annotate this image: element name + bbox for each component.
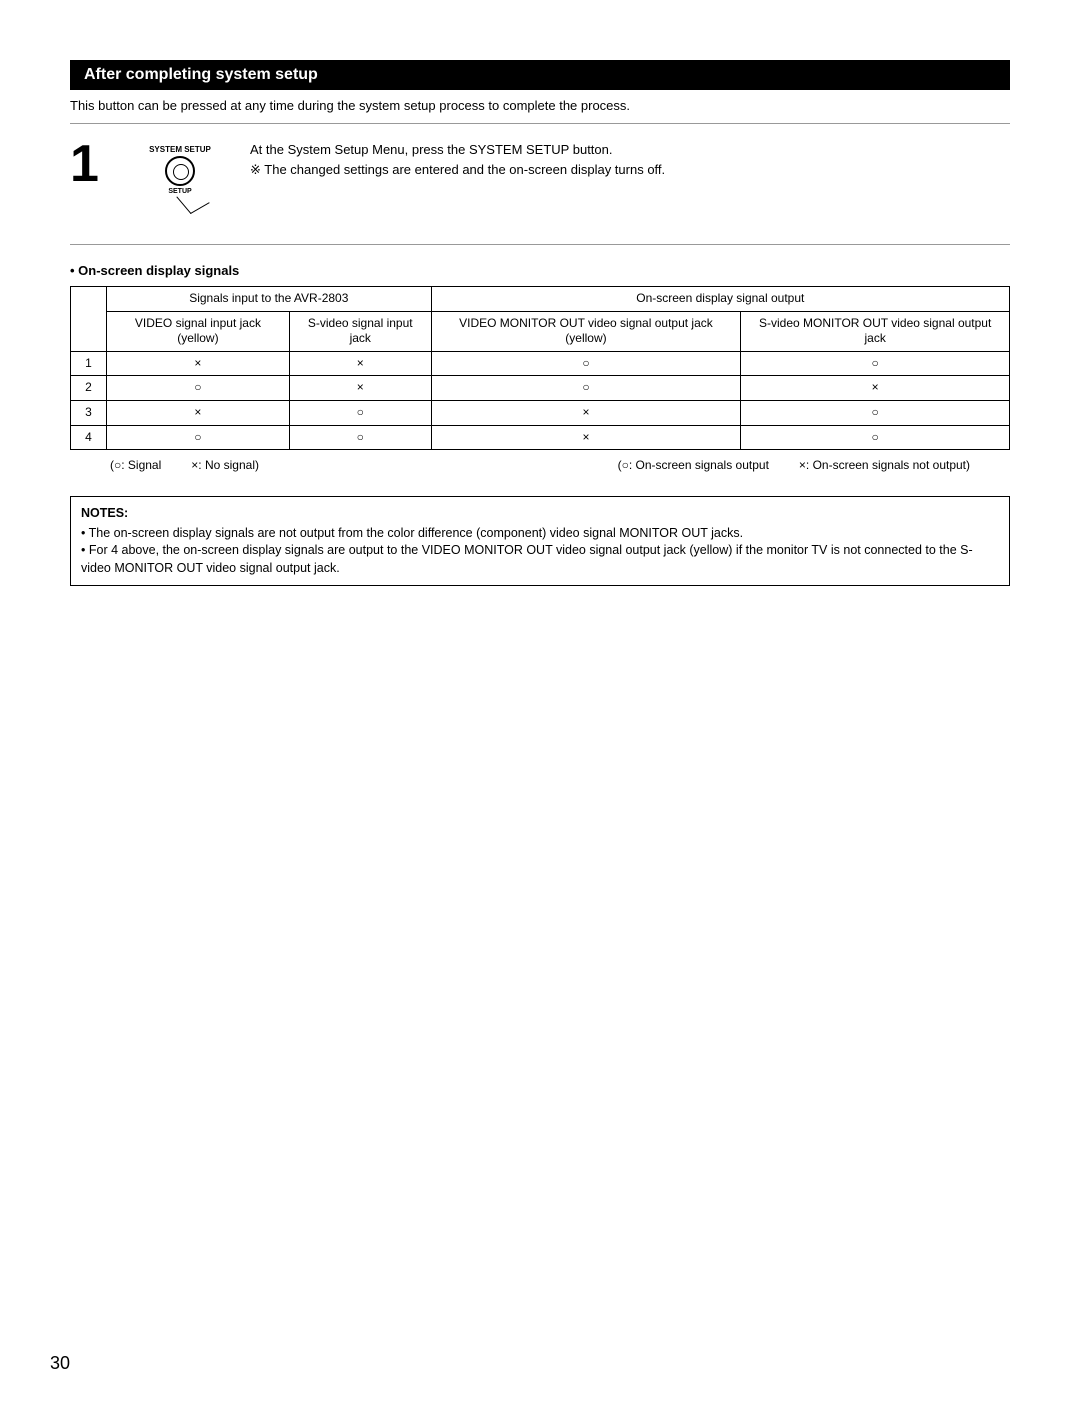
legend-row: (○: Signal ×: No signal) (○: On-screen s…	[70, 458, 1010, 472]
cell: ×	[107, 351, 290, 376]
table-row: 4 ○ ○ × ○	[71, 425, 1010, 450]
cell: ○	[289, 400, 431, 425]
table-col4: S-video MONITOR OUT video signal output …	[741, 311, 1010, 351]
cell: ○	[107, 376, 290, 401]
legend-right: (○: On-screen signals output ×: On-scree…	[618, 458, 970, 472]
page-number: 30	[50, 1353, 70, 1374]
row-num: 1	[71, 351, 107, 376]
legend-right-a: (○: On-screen signals output	[618, 458, 769, 472]
table-row: 2 ○ × ○ ×	[71, 376, 1010, 401]
step-line2: ※ The changed settings are entered and t…	[250, 160, 1010, 180]
cell: ○	[741, 400, 1010, 425]
cell: ○	[741, 351, 1010, 376]
notes-title: NOTES:	[81, 505, 999, 523]
intro-text: This button can be pressed at any time d…	[70, 98, 1010, 113]
table-row: 3 × ○ × ○	[71, 400, 1010, 425]
table-col3: VIDEO MONITOR OUT video signal output ja…	[431, 311, 741, 351]
cell: ○	[289, 425, 431, 450]
remote-button-graphic	[165, 156, 195, 186]
divider	[70, 244, 1010, 245]
legend-right-b: ×: On-screen signals not output)	[799, 458, 970, 472]
step-text: At the System Setup Menu, press the SYST…	[250, 138, 1010, 179]
table-head-group-right: On-screen display signal output	[431, 287, 1009, 312]
legend-left-a: (○: Signal	[110, 458, 161, 472]
step-line2-text: The changed settings are entered and the…	[264, 162, 665, 177]
table-corner	[71, 287, 107, 352]
subheading: On-screen display signals	[70, 263, 1010, 278]
legend-left: (○: Signal ×: No signal)	[110, 458, 259, 472]
divider	[70, 123, 1010, 124]
row-num: 2	[71, 376, 107, 401]
cell: ○	[431, 351, 741, 376]
cell: ×	[107, 400, 290, 425]
step-number: 1	[70, 138, 110, 190]
note-item: For 4 above, the on-screen display signa…	[81, 542, 999, 577]
cell: ×	[431, 400, 741, 425]
cell: ×	[741, 376, 1010, 401]
table-col2: S-video signal input jack	[289, 311, 431, 351]
table-row: 1 × × ○ ○	[71, 351, 1010, 376]
legend-left-b: ×: No signal)	[191, 458, 259, 472]
row-num: 3	[71, 400, 107, 425]
section-header: After completing system setup	[70, 60, 1010, 90]
step-row: 1 SYSTEM SETUP SETUP At the System Setup…	[70, 130, 1010, 238]
cell: ○	[431, 376, 741, 401]
cell: ×	[431, 425, 741, 450]
table-col1: VIDEO signal input jack (yellow)	[107, 311, 290, 351]
cell: ○	[107, 425, 290, 450]
cell: ○	[741, 425, 1010, 450]
table-head-group-left: Signals input to the AVR-2803	[107, 287, 432, 312]
notes-box: NOTES: The on-screen display signals are…	[70, 496, 1010, 586]
note-item: The on-screen display signals are not ou…	[81, 525, 999, 543]
cell: ×	[289, 376, 431, 401]
step-line1: At the System Setup Menu, press the SYST…	[250, 140, 1010, 160]
cell: ×	[289, 351, 431, 376]
signals-table: Signals input to the AVR-2803 On-screen …	[70, 286, 1010, 450]
remote-label-top: SYSTEM SETUP	[149, 146, 211, 154]
row-num: 4	[71, 425, 107, 450]
note-mark: ※	[250, 162, 261, 177]
remote-button-icon: SYSTEM SETUP SETUP	[140, 138, 220, 218]
